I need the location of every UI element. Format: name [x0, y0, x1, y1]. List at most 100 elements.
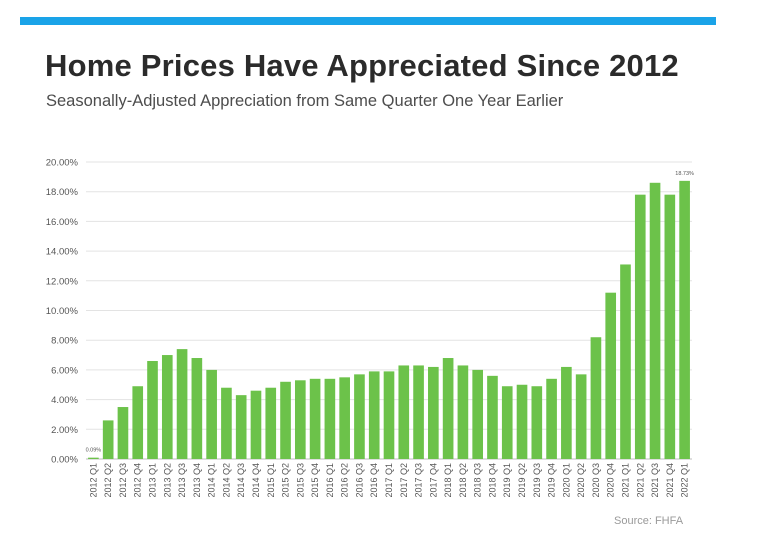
bar: [546, 378, 557, 459]
x-tick-label: 2018 Q4: [487, 463, 497, 498]
bar: [280, 381, 291, 459]
x-tick-label: 2019 Q4: [547, 463, 557, 498]
x-tick-label: 2018 Q2: [458, 463, 468, 498]
bar: [309, 378, 321, 459]
bar: [428, 366, 439, 459]
bar: [575, 374, 587, 459]
x-tick-label: 2020 Q3: [591, 463, 601, 498]
bar: [235, 395, 247, 459]
bar: [117, 407, 129, 459]
x-tick-label: 2017 Q2: [399, 463, 409, 498]
bar: [590, 337, 602, 459]
bar: [147, 360, 158, 459]
x-tick-label: 2012 Q3: [118, 463, 128, 498]
x-tick-label: 2021 Q4: [665, 463, 675, 498]
y-tick-label: 6.00%: [51, 365, 78, 376]
bar: [501, 386, 513, 459]
x-tick-label: 2020 Q4: [606, 463, 616, 498]
x-tick-label: 2015 Q1: [266, 463, 276, 498]
y-tick-label: 16.00%: [46, 217, 79, 228]
source-note: Source: FHFA: [614, 515, 684, 527]
bar: [620, 264, 631, 459]
bar: [339, 377, 350, 459]
x-tick-label: 2022 Q1: [680, 463, 690, 498]
x-tick-label: 2018 Q3: [473, 463, 483, 498]
bar: [634, 194, 646, 460]
bar: [191, 358, 203, 459]
page-subtitle: Seasonally-Adjusted Appreciation from Sa…: [46, 92, 564, 110]
bar: [487, 375, 498, 459]
y-tick-label: 10.00%: [46, 306, 79, 317]
x-tick-label: 2014 Q2: [221, 463, 231, 498]
bar: [664, 194, 676, 460]
bar: [324, 378, 336, 459]
bar: [472, 369, 484, 459]
bar: [354, 374, 365, 459]
bar: [398, 365, 410, 459]
bar: [176, 349, 188, 459]
bar: [250, 390, 262, 459]
x-tick-label: 2014 Q3: [236, 463, 246, 498]
x-tick-label: 2013 Q4: [192, 463, 202, 498]
y-tick-label: 12.00%: [46, 276, 79, 287]
x-tick-label: 2021 Q3: [650, 463, 660, 498]
x-tick-label: 2019 Q3: [532, 463, 542, 498]
bar: [679, 180, 690, 459]
y-tick-label: 14.00%: [46, 247, 79, 258]
x-tick-label: 2017 Q3: [414, 463, 424, 498]
x-tick-label: 2013 Q2: [162, 463, 172, 498]
x-tick-label: 2019 Q2: [517, 463, 527, 498]
bar: [221, 387, 232, 459]
data-label: 0.09%: [86, 448, 102, 454]
x-tick-label: 2019 Q1: [502, 463, 512, 498]
bar: [605, 292, 617, 459]
y-axis-ticks: 0.00% 2.00% 4.00% 6.00% 8.00% 10.00% 12.00% 14.…: [46, 158, 79, 466]
x-tick-label: 2012 Q2: [103, 463, 113, 498]
x-tick-label: 2016 Q1: [325, 463, 335, 498]
x-tick-label: 2013 Q3: [177, 463, 187, 498]
bar: [265, 387, 277, 459]
x-tick-label: 2015 Q4: [310, 463, 320, 498]
x-tick-label: 2013 Q1: [148, 463, 158, 498]
x-tick-label: 2020 Q2: [576, 463, 586, 498]
x-tick-label: 2016 Q4: [369, 463, 379, 498]
data-labels: 0.09% 18.73%: [86, 171, 694, 454]
x-tick-label: 2021 Q2: [635, 463, 645, 498]
bar: [383, 371, 395, 459]
x-tick-label: 2014 Q4: [251, 463, 261, 498]
data-label: 18.73%: [675, 171, 694, 177]
bars: [88, 180, 690, 460]
x-tick-label: 2016 Q3: [354, 463, 364, 498]
x-tick-label: 2012 Q4: [133, 463, 143, 498]
bar: [649, 182, 661, 460]
x-tick-label: 2016 Q2: [340, 463, 350, 498]
bar: [516, 384, 528, 459]
bar: [442, 358, 454, 459]
y-tick-label: 8.00%: [51, 336, 78, 347]
x-tick-label: 2015 Q3: [295, 463, 305, 498]
x-tick-label: 2021 Q1: [620, 463, 630, 498]
bar: [161, 355, 173, 459]
x-tick-label: 2012 Q1: [88, 463, 98, 498]
y-tick-label: 18.00%: [46, 187, 79, 198]
bar: [206, 369, 217, 459]
x-axis-ticks: 2012 Q1 2012 Q2 2012 Q3 2012 Q4 2013 Q1 2013 …: [88, 463, 689, 498]
bar: [102, 420, 114, 459]
bar: [132, 386, 144, 459]
y-tick-label: 0.00%: [51, 455, 78, 466]
y-tick-label: 2.00%: [51, 425, 78, 436]
x-tick-label: 2018 Q1: [443, 463, 453, 498]
x-tick-label: 2014 Q1: [207, 463, 217, 498]
header-accent-bar: [20, 17, 716, 25]
x-tick-label: 2017 Q1: [384, 463, 394, 498]
x-tick-label: 2020 Q1: [561, 463, 571, 498]
bar: [368, 371, 380, 459]
page-title: Home Prices Have Appreciated Since 2012: [45, 48, 679, 83]
bar: [88, 457, 99, 459]
x-tick-label: 2015 Q2: [281, 463, 291, 498]
bar: [413, 365, 424, 459]
y-tick-label: 20.00%: [46, 158, 79, 169]
bar: [294, 380, 306, 459]
bar: [457, 365, 469, 459]
